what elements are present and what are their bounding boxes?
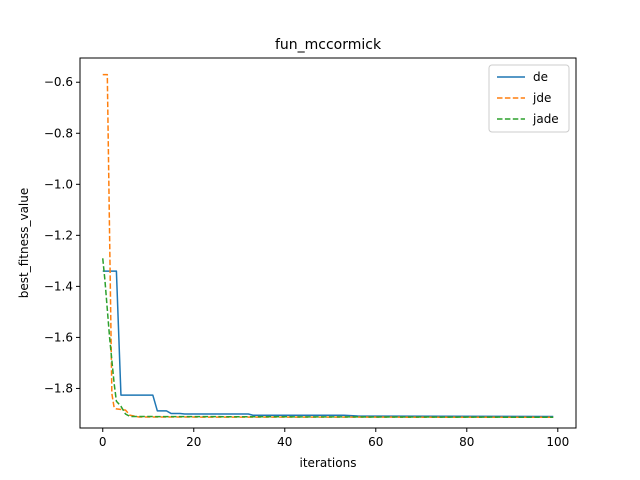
y-tick-label: −1.4 [44,279,73,293]
y-tick-label: −1.6 [44,330,73,344]
x-tick-label: 80 [459,435,474,449]
y-tick-label: −1.8 [44,381,73,395]
y-tick-label: −0.8 [44,126,73,140]
y-tick-label: −1.0 [44,177,73,191]
x-tick-label: 100 [546,435,569,449]
x-tick-label: 40 [277,435,292,449]
legend-label: jde [532,91,551,105]
legend-box [488,64,570,133]
chart-title: fun_mccormick [275,37,382,53]
legend: de jde jade [488,64,570,133]
series-line-de [102,270,554,418]
x-axis-label: iterations [300,456,357,470]
x-tick-label: 0 [99,435,107,449]
series-line-jade [102,258,554,419]
legend-label: jade [532,112,559,126]
series-line-jde [102,73,554,419]
legend-label: de [533,70,548,84]
plot-area-frame [79,57,577,429]
y-tick-label: −1.2 [44,228,73,242]
x-tick-label: 20 [186,435,201,449]
y-axis-label: best_fitness_value [17,188,31,299]
x-tick-label: 60 [368,435,383,449]
y-tick-label: −0.6 [44,75,73,89]
